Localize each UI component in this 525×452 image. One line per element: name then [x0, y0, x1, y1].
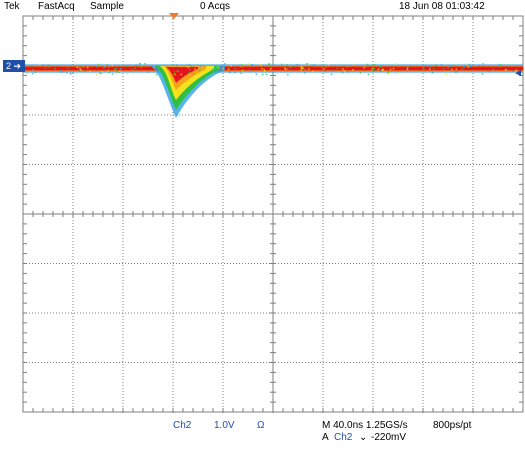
footer-trigger-channel: Ch2 — [334, 432, 352, 444]
channel-2-marker-label: 2 — [6, 61, 11, 71]
footer-trigger-prefix: A — [322, 432, 329, 444]
footer-record-resolution: 800ps/pt — [433, 420, 471, 432]
footer-timebase: M 40.0ns 1.25GS/s — [322, 420, 408, 432]
footer-volts-per-div: 1.0V — [214, 420, 235, 432]
footer-trigger-level: -220mV — [371, 432, 406, 444]
channel-2-ground-marker: 2 ➔ — [3, 60, 25, 72]
footer-coupling-icon: Ω — [257, 420, 264, 432]
footer-channel: Ch2 — [173, 420, 191, 432]
footer-trigger-slope-icon: ⌄ — [359, 432, 367, 444]
trigger-level-arrow-icon: ◄ — [513, 69, 523, 79]
graticule — [23, 16, 523, 413]
